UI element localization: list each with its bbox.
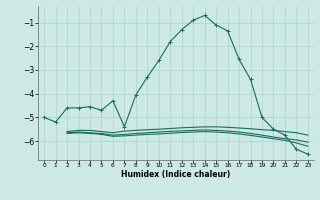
X-axis label: Humidex (Indice chaleur): Humidex (Indice chaleur): [121, 170, 231, 179]
